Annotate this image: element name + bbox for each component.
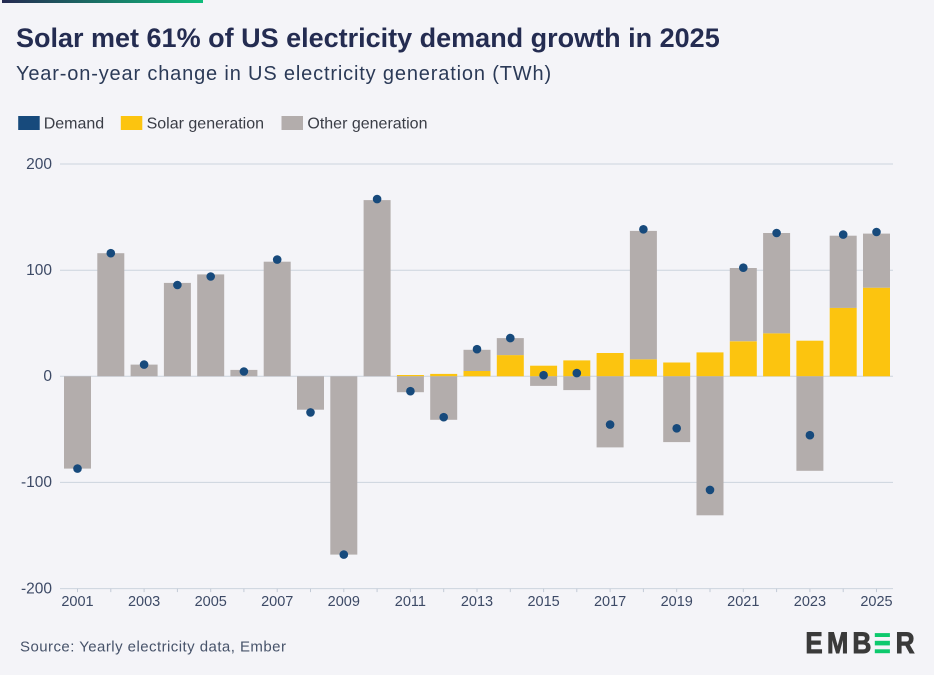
svg-text:M: M xyxy=(827,627,848,660)
svg-text:Year-on-year change in US elec: Year-on-year change in US electricity ge… xyxy=(16,63,552,85)
svg-text:2021: 2021 xyxy=(727,594,759,610)
svg-text:B: B xyxy=(852,627,871,660)
svg-text:R: R xyxy=(896,627,915,660)
svg-text:2011: 2011 xyxy=(395,594,426,610)
svg-text:100: 100 xyxy=(26,262,52,279)
svg-text:2009: 2009 xyxy=(328,594,360,610)
svg-text:Solar met 61% of US electricit: Solar met 61% of US electricity demand g… xyxy=(16,23,720,53)
svg-text:2005: 2005 xyxy=(195,594,227,610)
svg-text:-100: -100 xyxy=(21,474,52,491)
svg-text:0: 0 xyxy=(43,368,52,385)
svg-text:2025: 2025 xyxy=(860,594,892,610)
svg-text:200: 200 xyxy=(26,156,52,173)
svg-text:2015: 2015 xyxy=(527,594,559,610)
svg-text:2023: 2023 xyxy=(794,594,826,610)
svg-text:2019: 2019 xyxy=(661,594,693,610)
svg-text:2013: 2013 xyxy=(461,594,493,610)
svg-text:E: E xyxy=(805,627,822,660)
svg-text:-200: -200 xyxy=(21,580,52,597)
svg-text:2007: 2007 xyxy=(261,594,293,610)
svg-text:2003: 2003 xyxy=(128,594,160,610)
svg-text:2017: 2017 xyxy=(594,594,626,610)
svg-text:2001: 2001 xyxy=(61,594,93,610)
svg-text:Demand: Demand xyxy=(44,116,104,133)
svg-text:Source: Yearly electricity dat: Source: Yearly electricity data, Ember xyxy=(20,639,286,656)
svg-text:Solar generation: Solar generation xyxy=(147,116,264,133)
svg-text:Other generation: Other generation xyxy=(307,116,427,133)
